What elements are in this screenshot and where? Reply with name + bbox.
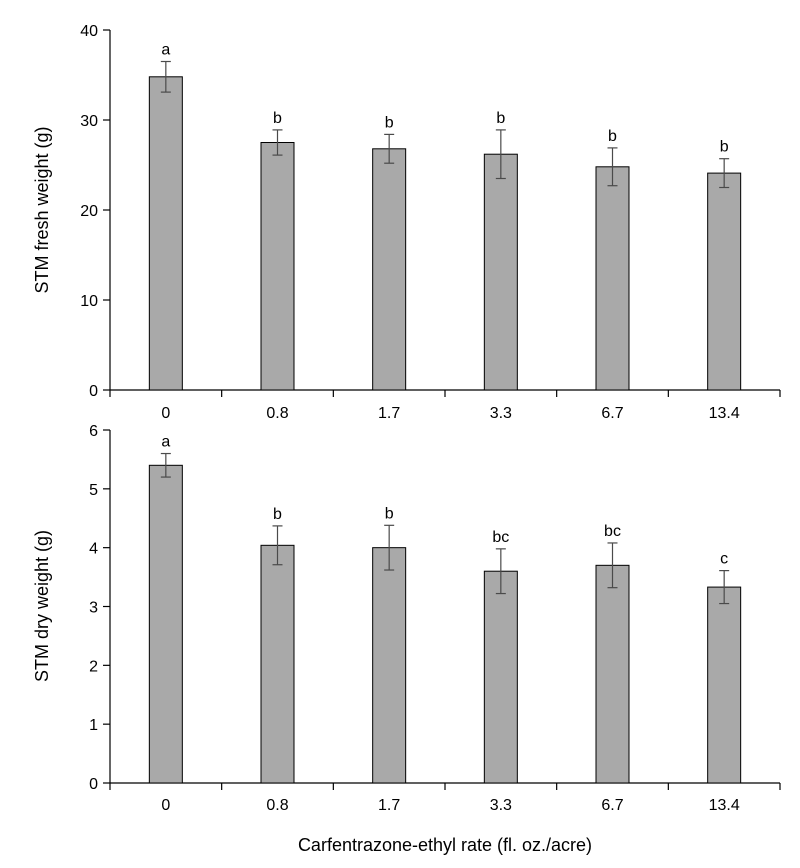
y-tick-label: 4 <box>89 541 98 558</box>
y-axis-label: STM fresh weight (g) <box>32 126 52 293</box>
significance-letter: b <box>496 110 505 127</box>
significance-letter: bc <box>604 523 621 540</box>
x-tick-label: 13.4 <box>709 405 740 422</box>
significance-letter: b <box>608 128 617 145</box>
x-tick-label: 3.3 <box>490 797 512 814</box>
bar <box>483 153 518 391</box>
bar <box>707 586 742 784</box>
x-tick-label: 1.7 <box>378 797 400 814</box>
y-tick-label: 1 <box>89 717 98 734</box>
significance-letter: bc <box>492 529 509 546</box>
y-tick-label: 10 <box>80 293 98 310</box>
bar <box>260 544 295 784</box>
bar <box>595 166 630 391</box>
significance-letter: b <box>273 110 282 127</box>
y-tick-label: 40 <box>80 23 98 40</box>
y-tick-label: 5 <box>89 482 98 499</box>
x-tick-label: 0 <box>161 797 170 814</box>
significance-letter: c <box>720 551 728 568</box>
y-tick-label: 2 <box>89 658 98 675</box>
y-tick-label: 3 <box>89 600 98 617</box>
y-tick-label: 20 <box>80 203 98 220</box>
y-tick-label: 0 <box>89 776 98 793</box>
x-tick-label: 13.4 <box>709 797 740 814</box>
bar <box>372 148 407 391</box>
y-tick-label: 30 <box>80 113 98 130</box>
x-tick-label: 0 <box>161 405 170 422</box>
x-tick-label: 6.7 <box>601 405 623 422</box>
x-axis-label: Carfentrazone-ethyl rate (fl. oz./acre) <box>298 835 592 855</box>
y-tick-label: 6 <box>89 423 98 440</box>
significance-letter: a <box>161 42 170 59</box>
y-axis-label: STM dry weight (g) <box>32 530 52 682</box>
fresh-weight-chart: 0 10 20 30 40 a 0 b 0.8 b 1.7 b 3.3 b 6.7 b 13.4 STM fres… <box>32 23 781 422</box>
y-tick-label: 0 <box>89 383 98 400</box>
x-tick-label: 6.7 <box>601 797 623 814</box>
bar <box>148 464 183 784</box>
significance-letter: b <box>385 505 394 522</box>
significance-letter: b <box>273 506 282 523</box>
significance-letter: b <box>720 139 729 156</box>
x-tick-label: 0.8 <box>266 797 288 814</box>
dry-weight-chart: 0 1 2 3 4 5 6 a 0 b 0.8 b 1.7 bc 3.3 bc 6.7 c 13.4 STM dry … <box>32 423 781 855</box>
x-tick-label: 0.8 <box>266 405 288 422</box>
x-tick-label: 3.3 <box>490 405 512 422</box>
significance-letter: b <box>385 114 394 131</box>
bar <box>595 564 630 784</box>
bar <box>260 142 295 391</box>
x-tick-label: 1.7 <box>378 405 400 422</box>
bar <box>483 570 518 784</box>
bar <box>707 172 742 391</box>
bar <box>148 76 183 391</box>
significance-letter: a <box>161 434 170 451</box>
bar <box>372 547 407 784</box>
